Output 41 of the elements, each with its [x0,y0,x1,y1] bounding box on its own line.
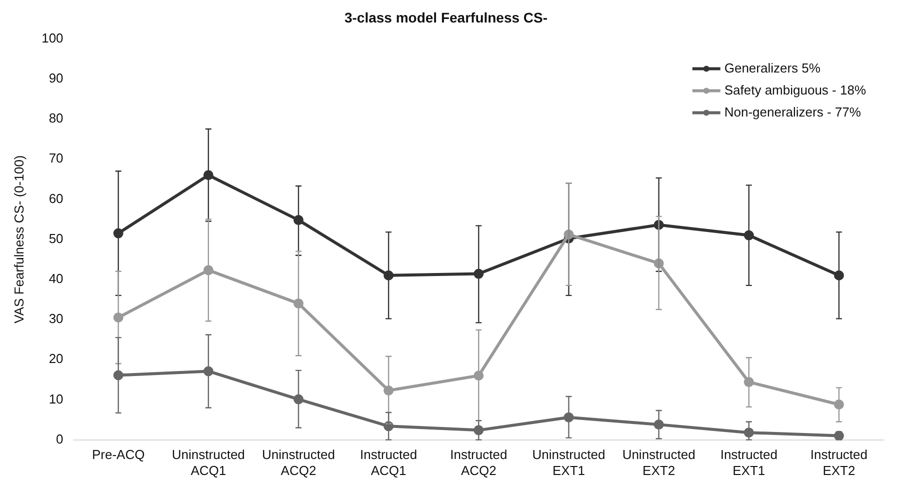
point [834,270,844,280]
x-tick-label: Uninstructed EXT2 [622,447,696,478]
x-tick-label: Instructed EXT1 [720,447,778,478]
chart-title: 3-class model Fearfulness CS- [344,9,548,26]
y-tick-label: 40 [48,270,64,286]
y-tick-label: 100 [42,30,64,46]
y-axis-title: VAS Fearfulness CS- (0-100) [11,155,26,324]
legend-label: Safety ambiguous - 18% [724,82,866,98]
point [744,377,754,388]
x-tick-label: Uninstructed ACQ2 [262,447,335,478]
point [744,230,754,240]
y-tick-label: 50 [48,230,64,246]
legend-label: Non-generalizers - 77% [724,104,862,120]
point [744,428,754,438]
x-tick-label: Instructed EXT2 [810,447,868,478]
y-tick-label: 60 [48,190,64,206]
y-tick-label: 10 [48,391,64,406]
point [384,385,394,396]
y-tick-label: 90 [48,70,64,86]
point [203,170,214,180]
y-tick-label: 80 [48,110,64,126]
point [293,394,304,404]
legend-label: Generalizers 5% [724,60,821,76]
x-tick-label: Pre-ACQ [92,447,145,462]
y-tick-label: 70 [48,150,64,166]
point [834,400,844,410]
y-tick-label: 0 [56,431,64,446]
point [474,425,484,436]
x-tick-label: Instructed ACQ2 [450,447,508,478]
point [474,370,484,381]
point [293,215,304,226]
point [474,268,484,279]
x-tick-label: Instructed ACQ1 [360,447,418,478]
x-tick-label: Uninstructed EXT1 [532,447,606,478]
point [203,366,214,376]
x-tick-label: Uninstructed ACQ1 [172,447,245,478]
point [384,270,394,280]
point [293,298,304,308]
point [203,265,214,276]
y-tick-label: 30 [48,311,64,326]
y-tick-label: 20 [48,351,64,366]
